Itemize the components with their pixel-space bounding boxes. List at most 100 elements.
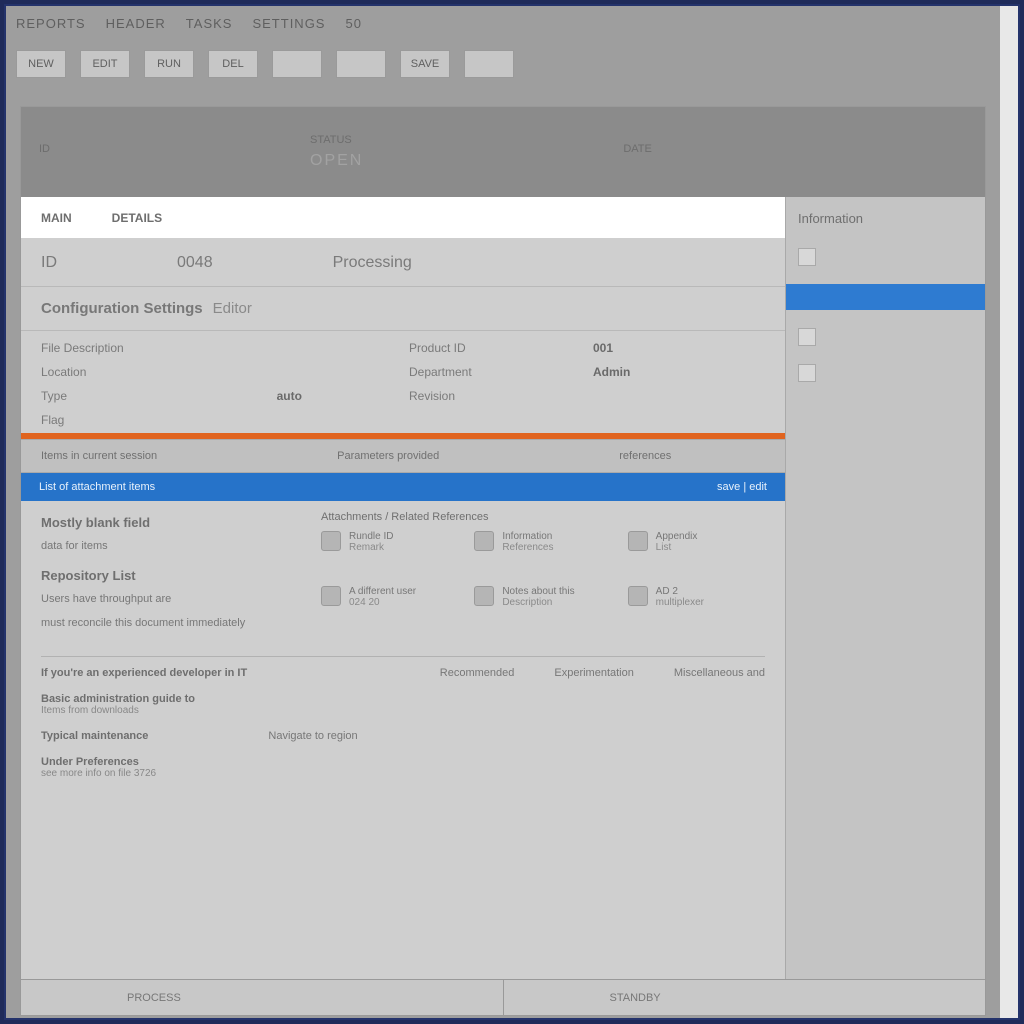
document-icon bbox=[628, 531, 648, 551]
toolbar-button-5[interactable] bbox=[272, 50, 322, 78]
document-icon bbox=[474, 531, 494, 551]
details-item-0-t2: Remark bbox=[349, 542, 393, 553]
kv-2-v2 bbox=[593, 389, 765, 403]
dr-3-l: Under Preferences bbox=[41, 756, 139, 768]
kv-1-l: Location bbox=[41, 365, 265, 379]
details-left-p2: Users have throughput are bbox=[41, 593, 321, 607]
details-left: Mostly blank field data for items Reposi… bbox=[41, 511, 321, 630]
toolbar-button-6[interactable] bbox=[336, 50, 386, 78]
kv-0-l2: Product ID bbox=[409, 341, 581, 355]
kv-0-l: File Description bbox=[41, 341, 265, 355]
tab-strip: MAIN DETAILS bbox=[21, 197, 785, 239]
page-icon bbox=[798, 328, 816, 346]
toolbar-edit-button[interactable]: EDIT bbox=[80, 50, 130, 78]
toolbar-del-button[interactable]: DEL bbox=[208, 50, 258, 78]
details-rows: If you're an experienced developer in IT… bbox=[21, 657, 785, 789]
id-desc: Processing bbox=[333, 254, 412, 272]
details-item-2-t2: List bbox=[656, 542, 698, 553]
dr-0-r: Recommended bbox=[440, 667, 515, 679]
dr-3-l2: see more info on file 3726 bbox=[41, 768, 765, 779]
details-item-1-t1: Information bbox=[502, 531, 553, 542]
subtab-a[interactable]: Items in current session bbox=[41, 450, 157, 462]
kv-area: File Description Product ID 001 Location… bbox=[21, 331, 785, 433]
kv-1-l2: Department bbox=[409, 365, 581, 379]
details-left-h1: Mostly blank field bbox=[41, 515, 321, 530]
side-item-1[interactable] bbox=[798, 328, 973, 346]
side-item-0[interactable] bbox=[798, 248, 973, 266]
sub-tabs: Items in current session Parameters prov… bbox=[21, 439, 785, 473]
menu-bar: REPORTS HEADER TASKS SETTINGS 50 bbox=[16, 16, 362, 40]
details-left-h2: Repository List bbox=[41, 568, 321, 583]
section-title: Configuration Settings Editor bbox=[21, 287, 785, 331]
kv-3-v bbox=[277, 413, 397, 427]
section-title-main: Configuration Settings bbox=[41, 300, 203, 317]
tab-main[interactable]: MAIN bbox=[41, 211, 72, 225]
dr-2-l: Typical maintenance bbox=[41, 730, 148, 742]
document-icon bbox=[628, 586, 648, 606]
dr-1-l: Basic administration guide to bbox=[41, 693, 195, 705]
details-item-0-t1: Rundle ID bbox=[349, 531, 393, 542]
subtab-b[interactable]: Parameters provided bbox=[337, 450, 439, 462]
id-label: ID bbox=[41, 254, 57, 272]
head-c2-label: DATE bbox=[623, 143, 652, 155]
menu-reports[interactable]: REPORTS bbox=[16, 16, 86, 40]
details: Mostly blank field data for items Reposi… bbox=[21, 501, 785, 646]
dr-0-r2: Experimentation bbox=[554, 667, 634, 679]
details-right-heading: Attachments / Related References bbox=[321, 511, 765, 523]
details-item-2-t1: Appendix bbox=[656, 531, 698, 542]
menu-misc[interactable]: 50 bbox=[345, 16, 361, 40]
details-item-2[interactable]: AppendixList bbox=[628, 531, 765, 576]
details-item-5[interactable]: AD 2multiplexer bbox=[628, 586, 765, 631]
kv-3-v2 bbox=[593, 413, 765, 427]
status-bar: PROCESS STANDBY bbox=[21, 979, 985, 1015]
kv-3-l2 bbox=[409, 413, 581, 427]
details-item-1[interactable]: InformationReferences bbox=[474, 531, 611, 576]
window-scrollbar[interactable] bbox=[1000, 6, 1018, 1018]
app-frame: REPORTS HEADER TASKS SETTINGS 50 NEW EDI… bbox=[4, 4, 1020, 1020]
toolbar-save-button[interactable]: SAVE bbox=[400, 50, 450, 78]
kv-1-v bbox=[277, 365, 397, 379]
menu-tasks[interactable]: TASKS bbox=[186, 16, 233, 40]
document-icon bbox=[474, 586, 494, 606]
toolbar-new-button[interactable]: NEW bbox=[16, 50, 66, 78]
dr-1-l2: Items from downloads bbox=[41, 705, 765, 716]
menu-header[interactable]: HEADER bbox=[106, 16, 166, 40]
panel-area: MAIN DETAILS ID 0048 Processing Configur… bbox=[21, 197, 985, 1015]
side-highlight-row[interactable] bbox=[786, 284, 985, 310]
details-item-3-t2: 024 20 bbox=[349, 597, 416, 608]
page-icon bbox=[798, 248, 816, 266]
kv-0-v2: 001 bbox=[593, 341, 765, 355]
container-header: ID STATUS OPEN DATE bbox=[21, 107, 985, 197]
id-row: ID 0048 Processing bbox=[21, 239, 785, 287]
blue-bar-right[interactable]: save | edit bbox=[717, 481, 767, 493]
dr-0-r3: Miscellaneous and bbox=[674, 667, 765, 679]
kv-0-v bbox=[277, 341, 397, 355]
details-item-1-t2: References bbox=[502, 542, 553, 553]
details-item-4[interactable]: Notes about thisDescription bbox=[474, 586, 611, 631]
main-panel: MAIN DETAILS ID 0048 Processing Configur… bbox=[21, 197, 785, 1015]
menu-settings[interactable]: SETTINGS bbox=[252, 16, 325, 40]
blue-bar-left: List of attachment items bbox=[39, 481, 155, 493]
details-item-5-t1: AD 2 bbox=[656, 586, 704, 597]
status-left-value: PROCESS bbox=[127, 992, 181, 1004]
side-item-2[interactable] bbox=[798, 364, 973, 382]
page-icon bbox=[798, 364, 816, 382]
kv-1-v2: Admin bbox=[593, 365, 765, 379]
toolbar-run-button[interactable]: RUN bbox=[144, 50, 194, 78]
dr-0-l: If you're an experienced developer in IT bbox=[41, 667, 370, 679]
details-item-4-t1: Notes about this bbox=[502, 586, 574, 597]
section-title-sub: Editor bbox=[213, 300, 252, 317]
tab-details[interactable]: DETAILS bbox=[112, 211, 162, 225]
details-item-0[interactable]: Rundle IDRemark bbox=[321, 531, 458, 576]
subtab-c[interactable]: references bbox=[619, 450, 671, 462]
id-value: 0048 bbox=[177, 254, 213, 272]
document-icon bbox=[321, 531, 341, 551]
kv-3-l: Flag bbox=[41, 413, 265, 427]
kv-2-v: auto bbox=[277, 389, 397, 403]
details-item-4-t2: Description bbox=[502, 597, 574, 608]
details-item-3[interactable]: A different user024 20 bbox=[321, 586, 458, 631]
details-right-grid: Rundle IDRemark InformationReferences Ap… bbox=[321, 531, 765, 630]
toolbar-button-8[interactable] bbox=[464, 50, 514, 78]
details-left-p3: must reconcile this document immediately bbox=[41, 617, 321, 631]
toolbar: NEW EDIT RUN DEL SAVE bbox=[16, 50, 514, 84]
